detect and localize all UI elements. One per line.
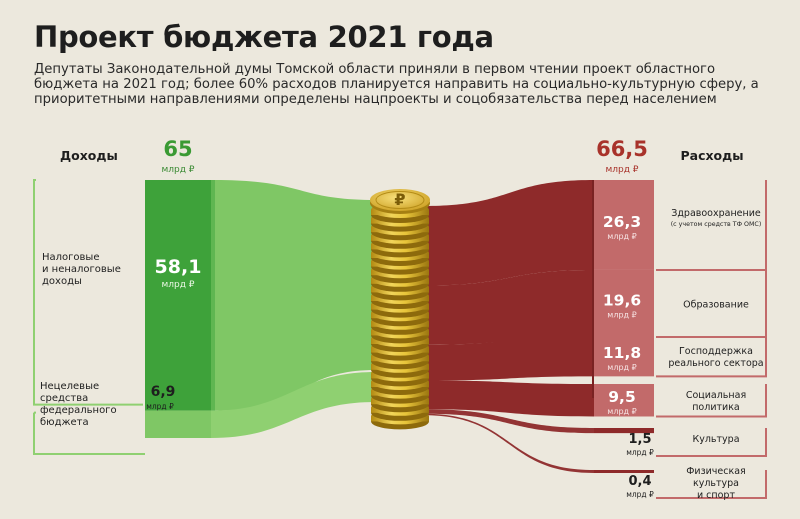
expense-item-label: Господдержка реального сектора [668,346,763,369]
expense-item-unit: млрд ₽ [626,490,654,499]
expense-item-label: Здравоохранение [671,208,761,219]
income-bar [145,410,211,438]
expense-flow [424,270,594,345]
expense-item-value: 9,5 [608,388,635,406]
page-title: Проект бюджета 2021 года [34,20,494,54]
income-item-unit: млрд ₽ [146,402,174,411]
income-bracket [33,412,145,455]
brackets-layer [33,179,767,499]
expense-bar [594,428,654,434]
flows-layer [211,180,594,473]
expense-bracket [656,384,767,418]
expense-bar-edge [592,180,594,398]
expense-item-unit: млрд ₽ [607,407,636,416]
expense-item-unit: млрд ₽ [607,363,636,372]
income-item-value: 58,1 [155,256,202,278]
expense-item-unit: млрд ₽ [626,448,654,457]
expense-item-value: 1,5 [628,432,651,447]
expense-total-value: 66,5 [596,137,648,161]
expense-bracket [656,470,767,499]
income-total-value: 65 [163,137,192,161]
expense-item-value: 0,4 [628,474,651,489]
expense-heading: Расходы [680,148,743,163]
expense-item-value: 11,8 [603,344,641,362]
income-item-label: Налоговые и неналоговые доходы [42,252,121,287]
expense-bracket [656,180,767,271]
expense-item-value: 26,3 [603,213,641,231]
expense-item-note: (с учетом средств ТФ ОМС) [671,221,762,228]
expense-item-label: Культура [692,434,739,445]
expense-item-value: 19,6 [603,292,641,310]
expense-bar [594,180,654,270]
expense-bar [594,336,654,377]
page-subtitle: Депутаты Законодательной думы Томской об… [34,62,759,108]
expense-bar [594,270,654,338]
expense-flow [424,380,594,417]
ruble-icon: ₽ [394,190,405,209]
expense-flow [424,180,594,286]
labels-layer: Доходы 65 млрд ₽ Налоговые и неналоговые дохо… [40,137,764,501]
income-item-unit: млрд ₽ [161,280,194,290]
income-bar-edge [211,180,215,411]
expense-item-unit: млрд ₽ [607,232,636,241]
expense-bar [594,470,654,473]
coin-top [370,189,430,211]
expense-flow [424,336,594,381]
expense-item-label: Социальная политика [686,390,746,413]
income-bracket [33,179,143,406]
income-heading: Доходы [60,148,118,163]
bars-layer [145,180,654,473]
income-flow [211,372,376,438]
expense-flow [424,413,594,473]
income-flow [215,180,376,411]
expense-item-unit: млрд ₽ [607,311,636,320]
expense-total-unit: млрд ₽ [605,165,638,175]
income-bar [145,180,211,411]
ruble-coin-stack-icon: ₽ [370,189,430,430]
income-item-value: 6,9 [151,384,176,400]
expense-bar [594,384,654,417]
expense-bracket [656,336,767,378]
expense-flow [424,409,594,434]
coin-top-rim [375,191,425,209]
income-total-unit: млрд ₽ [161,165,194,175]
expense-item-label: Физическая культура и спорт [686,466,746,501]
expense-item-label: Образование [683,300,749,311]
income-item-label: Нецелевые средства федерального бюджета [40,381,117,428]
expense-bracket [656,428,767,457]
